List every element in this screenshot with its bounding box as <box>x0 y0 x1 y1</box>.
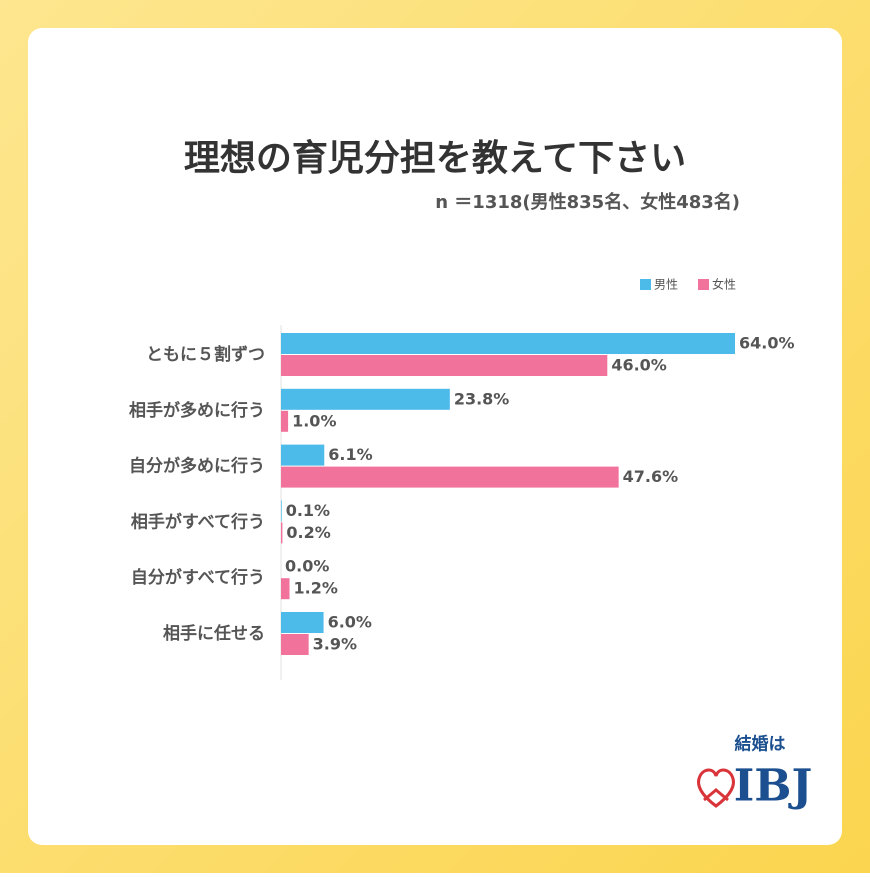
value-label: 64.0% <box>739 334 795 353</box>
logo-tagline: 結婚は <box>735 734 786 755</box>
category-label: ともに５割ずつ <box>146 344 265 365</box>
bar <box>281 410 289 432</box>
bar <box>281 612 324 633</box>
logo-brand: IBJ <box>734 761 813 812</box>
legend-swatch <box>640 279 651 290</box>
logo: 結婚は IBJ <box>697 734 813 812</box>
bar <box>281 444 325 466</box>
logo-heart <box>697 768 735 808</box>
bar <box>281 388 450 410</box>
bar <box>281 500 282 522</box>
value-label: 0.2% <box>286 523 330 542</box>
bar <box>281 355 608 376</box>
category-label: 自分が多めに行う <box>129 456 265 477</box>
value-label: 1.0% <box>292 411 336 430</box>
value-label: 47.6% <box>623 467 679 486</box>
bar <box>281 634 309 655</box>
card <box>28 28 842 845</box>
legend-swatch <box>698 279 709 290</box>
value-label: 46.0% <box>611 356 667 375</box>
bar <box>281 333 735 354</box>
bar <box>281 522 283 544</box>
category-label: 自分がすべて行う <box>131 567 265 588</box>
value-label: 23.8% <box>454 389 510 408</box>
value-label: 6.0% <box>328 613 372 632</box>
category-label: 相手が多めに行う <box>129 400 265 421</box>
category-label: 相手に任せる <box>163 623 265 644</box>
value-label: 0.1% <box>286 501 330 520</box>
legend-label: 男性 <box>654 278 678 292</box>
value-label: 0.0% <box>285 557 329 576</box>
chart-subtitle: n ＝1318(男性835名、女性483名) <box>435 191 740 213</box>
value-label: 1.2% <box>294 579 338 598</box>
value-label: 6.1% <box>328 445 372 464</box>
bar <box>281 466 619 488</box>
chart-title: 理想の育児分担を教えて下さい <box>184 138 686 179</box>
category-label: 相手がすべて行う <box>131 511 265 532</box>
legend-label: 女性 <box>712 277 736 292</box>
value-label: 3.9% <box>313 635 357 654</box>
bar <box>281 578 290 600</box>
